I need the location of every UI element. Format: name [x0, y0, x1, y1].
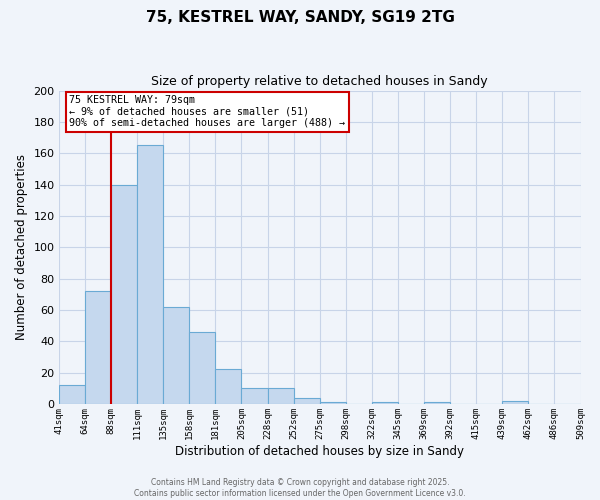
Bar	[424, 402, 450, 404]
Bar	[137, 146, 163, 404]
Y-axis label: Number of detached properties: Number of detached properties	[15, 154, 28, 340]
Bar	[320, 402, 346, 404]
Bar	[59, 385, 85, 404]
Bar	[215, 370, 241, 404]
Bar	[372, 402, 398, 404]
Text: 75, KESTREL WAY, SANDY, SG19 2TG: 75, KESTREL WAY, SANDY, SG19 2TG	[146, 10, 454, 25]
Text: Contains HM Land Registry data © Crown copyright and database right 2025.
Contai: Contains HM Land Registry data © Crown c…	[134, 478, 466, 498]
Bar	[163, 307, 189, 404]
Bar	[85, 291, 111, 404]
Bar	[502, 401, 529, 404]
Bar	[111, 184, 137, 404]
X-axis label: Distribution of detached houses by size in Sandy: Distribution of detached houses by size …	[175, 444, 464, 458]
Text: 75 KESTREL WAY: 79sqm
← 9% of detached houses are smaller (51)
90% of semi-detac: 75 KESTREL WAY: 79sqm ← 9% of detached h…	[69, 96, 345, 128]
Title: Size of property relative to detached houses in Sandy: Size of property relative to detached ho…	[151, 75, 488, 88]
Bar	[268, 388, 293, 404]
Bar	[241, 388, 268, 404]
Bar	[293, 398, 320, 404]
Bar	[189, 332, 215, 404]
